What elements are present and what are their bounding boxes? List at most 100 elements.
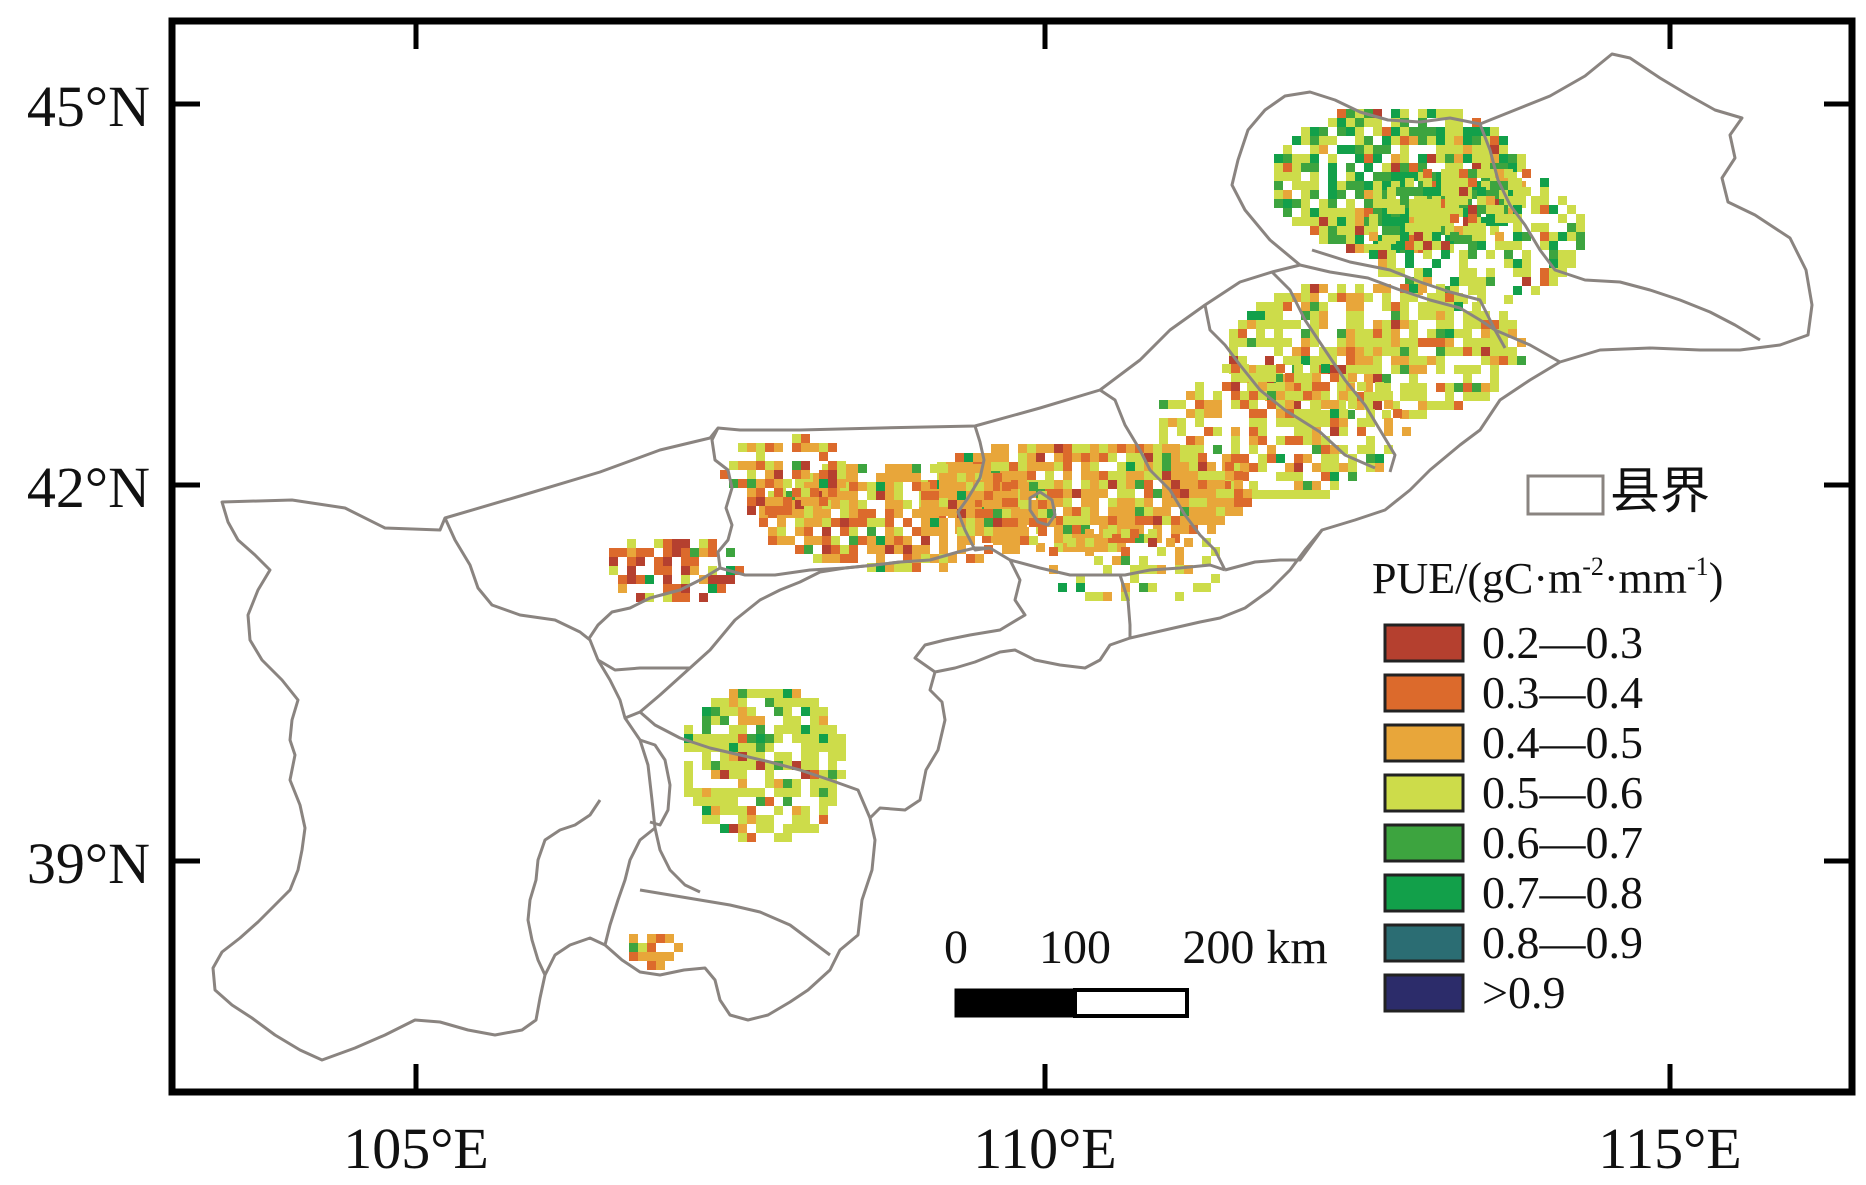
- raster-cell: [792, 698, 801, 707]
- raster-cell: [1463, 392, 1472, 401]
- raster-cell: [813, 509, 822, 518]
- raster-cell: [729, 797, 738, 806]
- raster-cell: [849, 527, 858, 536]
- raster-cell: [765, 797, 774, 806]
- raster-cell: [1303, 454, 1312, 463]
- raster-cell: [1159, 427, 1168, 436]
- lon-label-105: 105°E: [343, 1116, 489, 1181]
- raster-cell: [1274, 293, 1283, 302]
- raster-cell: [912, 509, 921, 518]
- raster-cell: [894, 473, 903, 482]
- raster-cell: [1321, 364, 1330, 373]
- raster-cell: [801, 770, 810, 779]
- raster-cell: [1018, 444, 1027, 453]
- raster-cell: [955, 462, 964, 471]
- raster-cell: [711, 734, 720, 743]
- raster-cell: [1240, 373, 1249, 382]
- legend-swatch: [1383, 823, 1465, 863]
- raster-cell: [1213, 391, 1222, 400]
- raster-cell: [1432, 223, 1441, 232]
- raster-cell: [1274, 311, 1283, 320]
- raster-cell: [801, 752, 810, 761]
- raster-cell: [1468, 241, 1477, 250]
- raster-cell: [1009, 489, 1018, 498]
- raster-cell: [1330, 418, 1339, 427]
- raster-cell: [937, 489, 946, 498]
- raster-cell: [1171, 462, 1180, 471]
- raster-cell: [1355, 311, 1364, 320]
- raster-cell: [1366, 445, 1375, 454]
- raster-cell: [729, 479, 738, 488]
- raster-cell: [786, 536, 795, 545]
- raster-cell: [1249, 418, 1258, 427]
- legend-swatch: [1383, 723, 1465, 763]
- raster-cell: [774, 470, 783, 479]
- raster-cell: [1423, 250, 1432, 259]
- raster-cell: [993, 491, 1002, 500]
- raster-cell: [720, 770, 729, 779]
- raster-cell: [1357, 382, 1366, 391]
- raster-cell: [1036, 543, 1045, 552]
- raster-cell: [1310, 190, 1319, 199]
- raster-cell: [1301, 136, 1310, 145]
- raster-cell: [1468, 214, 1477, 223]
- raster-cell: [1445, 347, 1454, 356]
- raster-cell: [1328, 190, 1337, 199]
- raster-cell: [1310, 302, 1319, 311]
- boundary-c: [719, 560, 901, 577]
- raster-cell: [1020, 527, 1029, 536]
- raster-cell: [702, 707, 711, 716]
- raster-cell: [1355, 118, 1364, 127]
- raster-cell: [1427, 338, 1436, 347]
- raster-cell: [1135, 498, 1144, 507]
- raster-cell: [1409, 127, 1418, 136]
- raster-cell: [1409, 172, 1418, 181]
- raster-cell: [768, 527, 777, 536]
- raster-cell: [783, 497, 792, 506]
- raster-cell: [840, 509, 849, 518]
- raster-cell: [1486, 214, 1495, 223]
- raster-cell: [921, 536, 930, 545]
- raster-cell: [1490, 365, 1499, 374]
- raster-cell: [1067, 538, 1076, 547]
- raster-cell: [912, 464, 921, 473]
- raster-cell: [801, 443, 810, 452]
- raster-cell: [1303, 373, 1312, 382]
- raster-cell: [618, 575, 627, 584]
- raster-cell: [810, 497, 819, 506]
- raster-cell: [1495, 232, 1504, 241]
- raster-cell: [1153, 453, 1162, 462]
- raster-cell: [1369, 223, 1378, 232]
- raster-cell: [1373, 109, 1382, 118]
- raster-cell: [822, 464, 831, 473]
- raster-cell: [1522, 187, 1531, 196]
- raster-cell: [1063, 453, 1072, 462]
- raster-cell: [711, 815, 720, 824]
- raster-cell: [819, 452, 828, 461]
- raster-cell: [1072, 444, 1081, 453]
- raster-cell: [702, 806, 711, 815]
- raster-cell: [1126, 489, 1135, 498]
- raster-cell: [849, 473, 858, 482]
- lat-label-42: 42°N: [26, 455, 150, 520]
- raster-cell: [1504, 241, 1513, 250]
- raster-cell: [783, 797, 792, 806]
- raster-cell: [1481, 383, 1490, 392]
- raster-cell: [1346, 410, 1355, 419]
- raster-cell: [1063, 480, 1072, 489]
- raster-cell: [903, 536, 912, 545]
- raster-cell: [1321, 382, 1330, 391]
- raster-cell: [939, 554, 948, 563]
- raster-cell: [1346, 365, 1355, 374]
- raster-cell: [702, 788, 711, 797]
- raster-cell: [690, 566, 699, 575]
- legend-class-label: 0.4—0.5: [1482, 717, 1643, 768]
- raster-cell: [1436, 154, 1445, 163]
- boundary-legend-label: 县界: [1610, 462, 1710, 520]
- raster-cell: [777, 518, 786, 527]
- raster-cell: [1540, 187, 1549, 196]
- raster-cell: [1234, 489, 1243, 498]
- raster-cell: [1355, 109, 1364, 118]
- raster-cell: [984, 500, 993, 509]
- raster-cell: [1400, 410, 1409, 419]
